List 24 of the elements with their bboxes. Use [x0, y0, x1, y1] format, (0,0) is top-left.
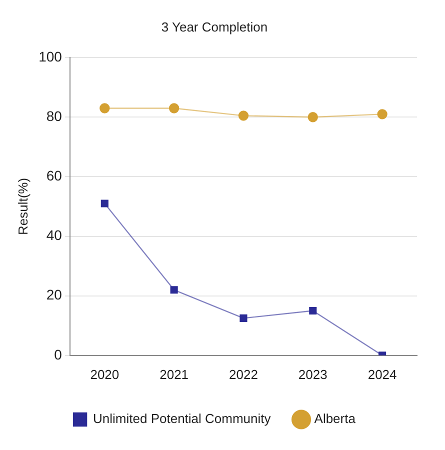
- y-tick-label: 80: [46, 108, 62, 124]
- y-tick-label: 100: [38, 48, 62, 64]
- point: [309, 306, 317, 315]
- y-axis-title: Result(%): [15, 178, 30, 236]
- legend-label: Unlimited Potential Community: [93, 411, 272, 426]
- x-tick-label: 2022: [229, 366, 258, 382]
- point: [168, 103, 180, 114]
- legend-label: Alberta: [314, 411, 356, 426]
- point: [308, 112, 318, 122]
- x-tick-label: 2020: [90, 366, 120, 382]
- y-tick-label: 20: [46, 286, 62, 303]
- chart-title: 3 Year Completion: [161, 19, 268, 34]
- x-tick-label: 2023: [298, 366, 328, 382]
- y-tick-label: 60: [46, 168, 62, 184]
- point: [240, 314, 248, 322]
- point: [100, 103, 110, 114]
- y-tick-label: 0: [54, 346, 62, 362]
- y-tick-label: 40: [46, 227, 62, 244]
- x-tick-label: 2024: [368, 366, 397, 382]
- point: [100, 200, 108, 208]
- point: [377, 109, 388, 120]
- point: [238, 110, 249, 121]
- point: [170, 286, 178, 294]
- x-tick-label: 2021: [160, 366, 189, 382]
